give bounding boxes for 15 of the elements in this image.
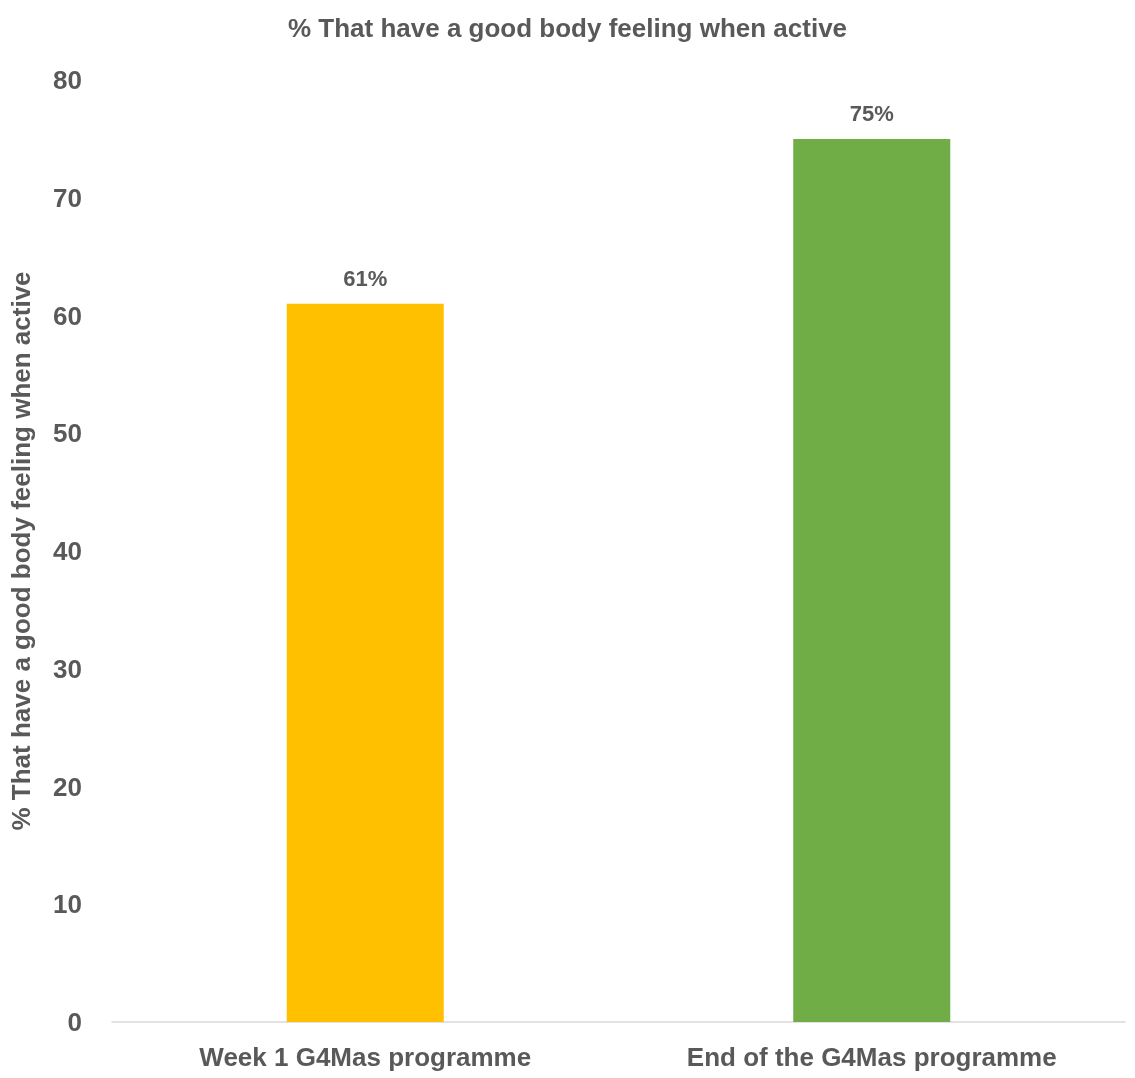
y-tick-label: 30 bbox=[53, 653, 82, 684]
y-tick-label: 50 bbox=[53, 418, 82, 449]
y-tick-label: 70 bbox=[53, 182, 82, 213]
y-axis-title: % That have a good body feeling when active bbox=[6, 271, 36, 831]
y-tick-label: 20 bbox=[53, 771, 82, 802]
x-tick-label: Week 1 G4Mas programme bbox=[199, 1042, 532, 1072]
x-tick-label: End of the G4Mas programme bbox=[686, 1042, 1057, 1072]
data-label: 61% bbox=[343, 266, 388, 292]
chart-title: % That have a good body feeling when active bbox=[287, 13, 848, 43]
y-tick-label: 60 bbox=[53, 300, 82, 331]
data-label: 75% bbox=[849, 101, 894, 127]
y-tick-label: 10 bbox=[53, 889, 82, 920]
y-tick-label: 0 bbox=[67, 1007, 82, 1037]
y-tick-label: 40 bbox=[53, 536, 82, 566]
y-tick-label: 80 bbox=[53, 65, 82, 95]
